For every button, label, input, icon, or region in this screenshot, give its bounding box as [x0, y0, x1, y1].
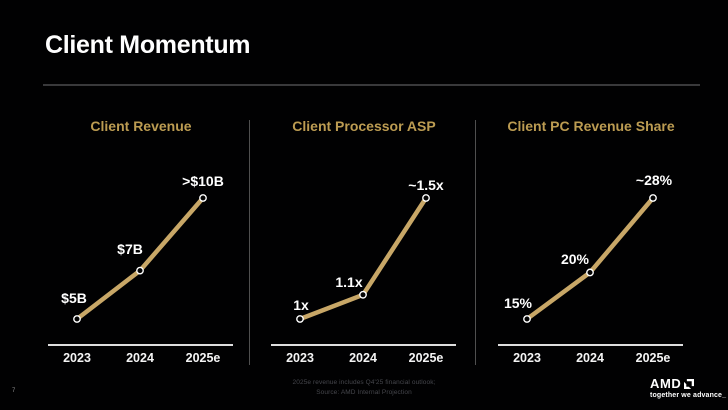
chart-title: Client PC Revenue Share — [507, 118, 675, 134]
x-tick-label: 2025e — [408, 351, 444, 365]
chart-title: Client Revenue — [90, 118, 192, 134]
data-point-marker — [296, 315, 304, 323]
x-axis-line — [48, 344, 233, 346]
chart-panel-2: Client Processor ASP 1x 1.1x ~1.5x 2023 2024 2… — [266, 115, 462, 370]
x-tick-label: 2024 — [576, 351, 604, 365]
x-tick-label: 2025e — [185, 351, 221, 365]
data-point-marker — [586, 268, 594, 277]
footnote-line-1: 2025e revenue includes Q4'25 financial o… — [292, 379, 436, 386]
x-tick-label: 2023 — [63, 351, 91, 365]
data-point-marker — [649, 194, 657, 202]
trend-line — [299, 196, 428, 322]
line-chart — [523, 194, 657, 323]
data-point-marker — [73, 315, 81, 323]
x-axis-line — [271, 344, 456, 346]
x-tick-label: 2025e — [635, 351, 671, 365]
amd-tagline: together we advance_ — [650, 391, 727, 399]
data-point-marker — [199, 194, 207, 202]
panel-divider-1 — [249, 120, 250, 365]
x-tick-label: 2024 — [126, 351, 154, 365]
footnote: 2025e revenue includes Q4'25 financial o… — [164, 378, 564, 398]
data-point-marker — [523, 315, 531, 323]
data-label: 15% — [503, 295, 533, 311]
header-divider — [43, 84, 700, 86]
page-title: Client Momentum — [45, 31, 251, 59]
data-label: ~28% — [635, 172, 673, 188]
amd-logo: AMD together we advance_ — [650, 377, 726, 399]
line-chart — [73, 194, 207, 323]
amd-arrow-icon — [684, 378, 695, 389]
data-label: 1.1x — [335, 273, 363, 290]
x-tick-label: 2024 — [349, 351, 377, 365]
x-tick-label: 2023 — [286, 351, 314, 365]
line-chart — [296, 194, 430, 323]
amd-wordmark: AMD — [650, 376, 682, 391]
footnote-line-2: Source: AMD Internal Projection — [316, 389, 412, 396]
trend-line — [525, 196, 655, 321]
chart-title: Client Processor ASP — [292, 118, 436, 134]
trend-line — [75, 196, 205, 321]
panel-divider-2 — [475, 120, 476, 365]
data-point-marker — [136, 266, 144, 275]
data-point-marker — [422, 194, 430, 202]
data-label: 20% — [560, 251, 590, 268]
x-tick-label: 2023 — [513, 351, 541, 365]
data-point-marker — [359, 290, 367, 299]
page-number: 7 — [12, 388, 16, 394]
chart-panel-3: Client PC Revenue Share 15% 20% ~28% 2023 202… — [493, 115, 689, 370]
x-axis-line — [498, 344, 683, 346]
data-label: $5B — [61, 290, 87, 306]
data-label: $7B — [117, 240, 143, 257]
data-label: ~1.5x — [408, 177, 444, 193]
amd-logo-row: AMD — [650, 377, 726, 390]
chart-panel-1: Client Revenue $5B $7B >$10B 2023 2024 2025e — [43, 115, 239, 370]
data-label: >$10B — [182, 173, 224, 189]
data-label: 1x — [293, 297, 309, 313]
